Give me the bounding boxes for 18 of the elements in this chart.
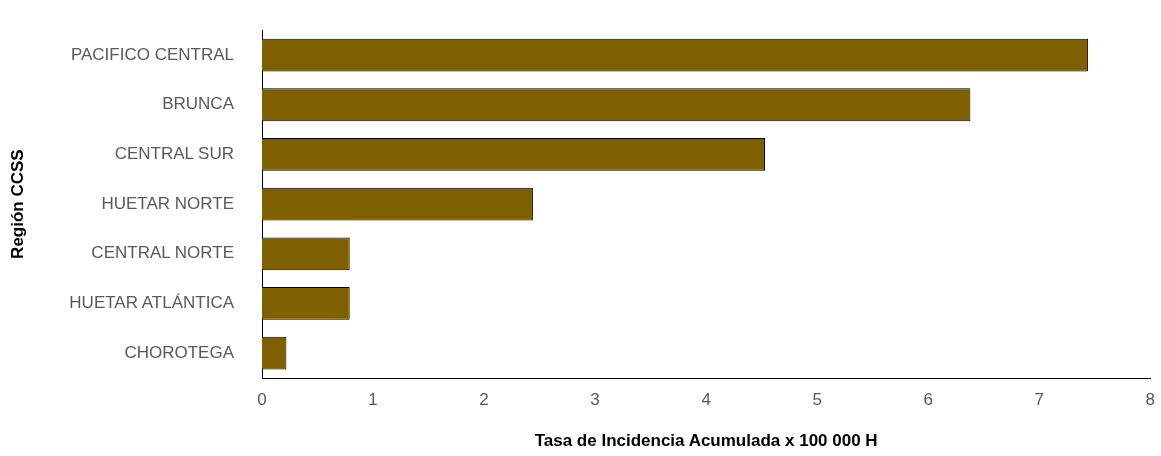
x-tick-label: 7 [1034, 389, 1044, 409]
y-axis-title: Región CCSS [7, 149, 27, 259]
y-tick-label: CHOROTEGA [124, 342, 235, 362]
y-tick-label: HUETAR NORTE [101, 193, 234, 213]
x-tick-label: 2 [479, 389, 489, 409]
x-tick-label: 4 [701, 389, 711, 409]
x-tick-label: 0 [257, 389, 267, 409]
x-tick-label: 8 [1145, 389, 1156, 409]
x-tick-label: 3 [590, 389, 600, 409]
y-tick-label: PACIFICO CENTRAL [70, 44, 234, 64]
x-axis-title: Tasa de Incidencia Acumulada x 100 000 H [534, 431, 878, 451]
y-tick-label: CENTRAL SUR [114, 144, 234, 164]
x-tick-label: 5 [812, 389, 822, 409]
y-tick-label: BRUNCA [162, 94, 235, 114]
x-tick-label: 1 [368, 389, 378, 409]
y-tick-label: HUETAR ATLÁNTICA [69, 293, 235, 313]
y-tick-label: CENTRAL NORTE [91, 243, 234, 263]
x-tick-label: 6 [923, 389, 933, 409]
